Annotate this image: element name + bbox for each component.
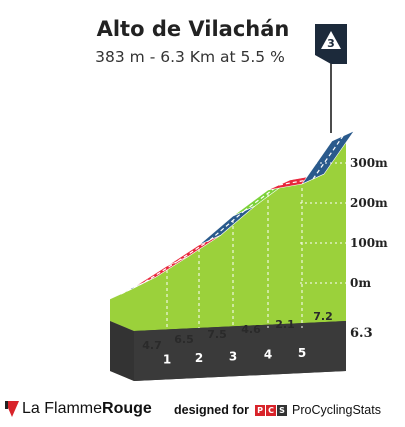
procyclingstats-link[interactable]: ProCyclingStats (292, 403, 381, 417)
pcs-logo-p: P (255, 404, 266, 416)
km-marker-label: 4 (264, 348, 272, 362)
km-marker-label: 2 (195, 351, 203, 365)
profile-body (109, 130, 355, 381)
designed-for-label: designed for (174, 403, 250, 417)
km-axis: 1 2 3 4 5 6.3 (163, 326, 373, 366)
flamme-rouge-icon (5, 401, 19, 417)
pcs-logo-icon: P C S (255, 404, 288, 416)
category-number: 3 (327, 37, 335, 50)
gradient-labels: 4.7 6.5 7.5 4.6 2.1 7.2 (142, 310, 333, 352)
km-marker-label: 5 (298, 346, 306, 360)
pcs-logo-s: S (277, 404, 288, 416)
altitude-tick-label: 0m (350, 276, 371, 290)
footer: La Flamme Rouge designed for P C S ProCyc… (0, 398, 405, 424)
brand-name-part2: Rouge (102, 400, 152, 417)
segment-gradient-label: 7.2 (313, 310, 333, 323)
segment-gradient-label: 4.6 (241, 323, 261, 336)
profile-fill (110, 139, 346, 331)
climb-profile-chart: Alto de Vilachán 383 m - 6.3 Km at 5.5 %… (95, 17, 388, 381)
segment-centre-line (209, 210, 245, 241)
segment-gradient-label: 2.1 (275, 318, 295, 331)
km-marker-label: 1 (163, 352, 171, 366)
designed-for-pcs: designed for P C S ProCyclingStats (174, 403, 381, 417)
segment-centre-line (177, 239, 211, 262)
brand-name-part1: La Flamme (22, 400, 103, 417)
segment-centre-line (312, 135, 344, 180)
distance-end-label: 6.3 (350, 326, 373, 341)
altitude-tick-label: 300m (350, 156, 388, 170)
category-triangle-icon (321, 31, 341, 49)
climb-subtitle: 383 m - 6.3 Km at 5.5 % (95, 48, 285, 66)
profile-base-front (134, 321, 346, 381)
segment-gradient-label: 7.5 (207, 328, 227, 341)
segment-gradient-label: 6.5 (174, 333, 194, 346)
climb-title: Alto de Vilachán (97, 17, 290, 41)
altitude-tick-label: 200m (350, 196, 388, 210)
km-marker-label: 3 (229, 349, 237, 363)
altitude-tick-label: 100m (350, 236, 388, 250)
segment-gradient-label: 4.7 (142, 339, 162, 352)
gradient-segment-band (301, 130, 355, 185)
pcs-logo-c: C (266, 404, 277, 416)
altitude-axis: 300m 200m 100m 0m (300, 156, 388, 290)
la-flamme-rouge-logo: La Flamme Rouge (4, 400, 152, 418)
